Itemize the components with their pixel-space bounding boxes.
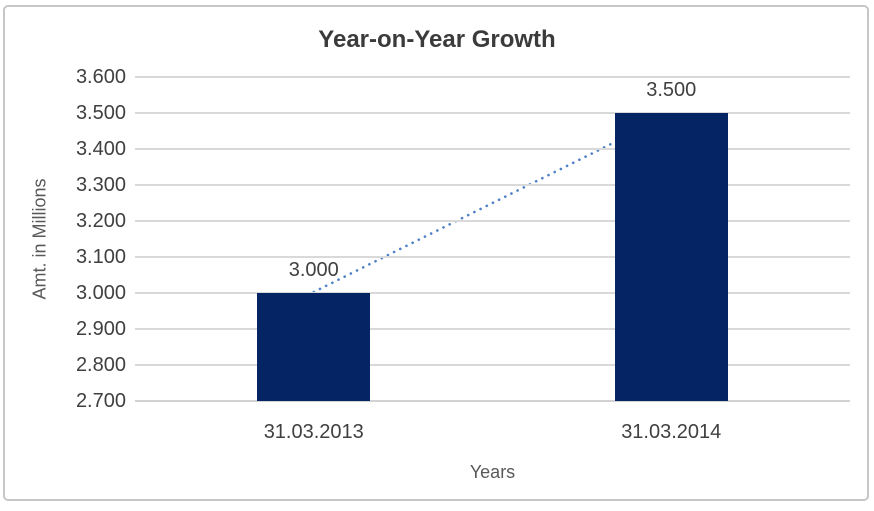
gridline: [135, 112, 850, 114]
y-tick-label: 3.500: [75, 102, 126, 124]
y-tick-label: 3.100: [75, 246, 126, 268]
y-tick-label: 3.600: [75, 66, 126, 88]
gridline: [135, 148, 850, 150]
data-label: 3.000: [288, 259, 339, 281]
gridline: [135, 184, 850, 186]
trendline: [312, 112, 673, 294]
y-tick-label: 3.300: [75, 174, 126, 196]
y-tick-label: 3.000: [75, 282, 126, 304]
x-axis-title: Years: [469, 462, 516, 482]
y-tick-label: 2.800: [75, 354, 126, 376]
y-tick-label: 2.900: [75, 318, 126, 340]
gridline: [135, 220, 850, 222]
gridline: [135, 400, 850, 402]
data-label: 3.500: [646, 79, 697, 101]
gridline: [135, 328, 850, 330]
bar-31.03.2013: [257, 293, 371, 401]
x-category-label: 31.03.2013: [263, 421, 364, 443]
x-category-label: 31.03.2014: [621, 421, 722, 443]
gridline: [135, 292, 850, 294]
y-tick-label: 3.200: [75, 210, 126, 232]
gridline: [135, 256, 850, 258]
bar-31.03.2014: [614, 113, 728, 401]
plot-area: [135, 76, 850, 402]
trendline-dotted-line: [312, 112, 673, 294]
chart-title: Year-on-Year Growth: [318, 26, 556, 53]
y-tick-label: 2.700: [75, 390, 126, 412]
gridline: [135, 364, 850, 366]
y-tick-label: 3.400: [75, 138, 126, 160]
gridline: [135, 76, 850, 78]
